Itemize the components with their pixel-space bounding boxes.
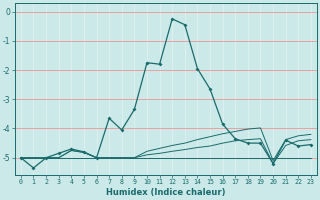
X-axis label: Humidex (Indice chaleur): Humidex (Indice chaleur): [106, 188, 226, 197]
